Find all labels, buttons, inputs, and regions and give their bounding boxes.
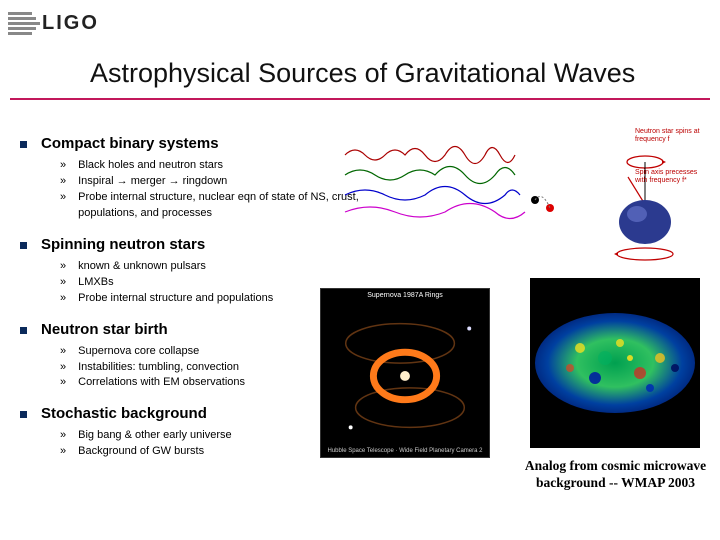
- bullet-icon: [20, 242, 27, 249]
- ns-label-2: Spin axis precesses with frequency f*: [635, 169, 710, 184]
- section-title: Compact binary systems: [41, 135, 219, 152]
- list-text: Black holes and neutron stars: [78, 158, 223, 174]
- title-underline: [10, 98, 710, 100]
- list-text: Inspiral → merger → ringdown: [78, 174, 227, 190]
- section-title: Stochastic background: [41, 405, 207, 422]
- logo: LIGO: [8, 12, 99, 35]
- bullet-icon: [20, 411, 27, 418]
- figure-cmb: [530, 278, 700, 448]
- sn-title: Supernova 1987A Rings: [321, 292, 489, 299]
- list-text: Big bang & other early universe: [78, 428, 231, 444]
- figure-neutron-star-labels: Neutron star spins at frequency f Spin a…: [635, 128, 710, 185]
- section-title: Spinning neutron stars: [41, 236, 205, 253]
- logo-text: LIGO: [42, 12, 99, 35]
- cmb-caption: Analog from cosmic microwave background …: [523, 458, 708, 492]
- list-text: known & unknown pulsars: [78, 259, 206, 275]
- list-text: Correlations with EM observations: [78, 375, 245, 391]
- list-text: Instabilities: tumbling, convection: [78, 360, 239, 376]
- figure-waveform: [340, 140, 580, 220]
- list-text: Probe internal structure and populations: [78, 291, 273, 307]
- ns-label-1: Neutron star spins at frequency f: [635, 128, 710, 143]
- list-text: LMXBs: [78, 275, 113, 291]
- section-title: Neutron star birth: [41, 321, 168, 338]
- bullet-icon: [20, 141, 27, 148]
- logo-stripes: [8, 12, 40, 35]
- bullet-icon: [20, 327, 27, 334]
- figure-supernova: Supernova 1987A Rings Hubble Space Teles…: [320, 288, 490, 458]
- page-title: Astrophysical Sources of Gravitational W…: [90, 58, 635, 89]
- list-text: Supernova core collapse: [78, 344, 199, 360]
- list-item: »known & unknown pulsars: [60, 259, 420, 275]
- list-text: Background of GW bursts: [78, 444, 204, 460]
- sn-caption: Hubble Space Telescope · Wide Field Plan…: [321, 448, 489, 454]
